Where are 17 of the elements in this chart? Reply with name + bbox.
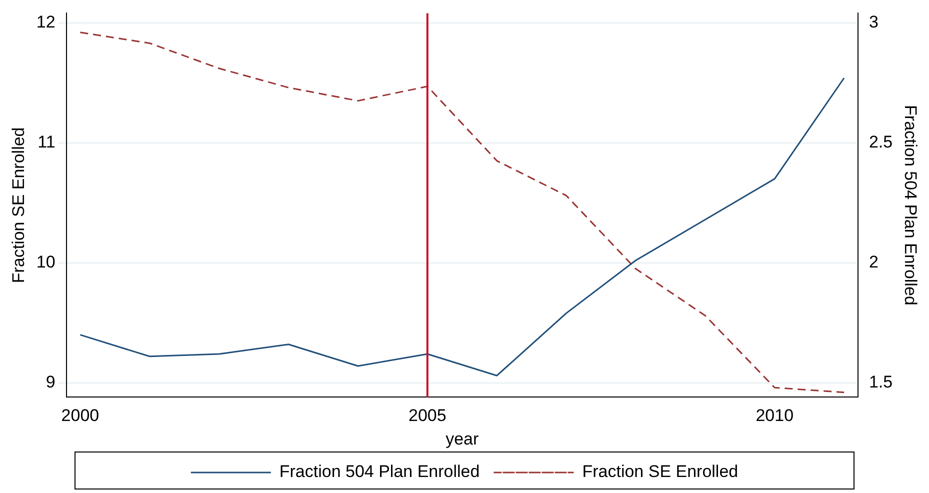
x-tick-label: 2005 [408, 406, 446, 426]
y2-axis-title: Fraction 504 Plan Enrolled [901, 105, 920, 306]
legend-label: Fraction SE Enrolled [582, 462, 738, 482]
x-axis-title: year [446, 429, 480, 448]
x-tick-label: 2010 [756, 406, 794, 426]
y2-tick-label: 2.5 [868, 132, 893, 152]
line-series [79, 32, 845, 394]
y2-tick-label: 1.5 [868, 372, 893, 392]
legend-label: Fraction 504 Plan Enrolled [279, 462, 480, 482]
y-tick-label: 9 [46, 372, 56, 392]
y-tick-label: 12 [36, 12, 56, 32]
x-tick-label: 2000 [61, 406, 100, 426]
y-axis-title: Fraction SE Enrolled [8, 127, 28, 284]
y-tick-label: 11 [38, 132, 56, 152]
y2-tick-label: 3 [868, 12, 878, 32]
y2-tick-label: 2 [868, 252, 878, 272]
y-tick-label: 10 [36, 252, 56, 272]
